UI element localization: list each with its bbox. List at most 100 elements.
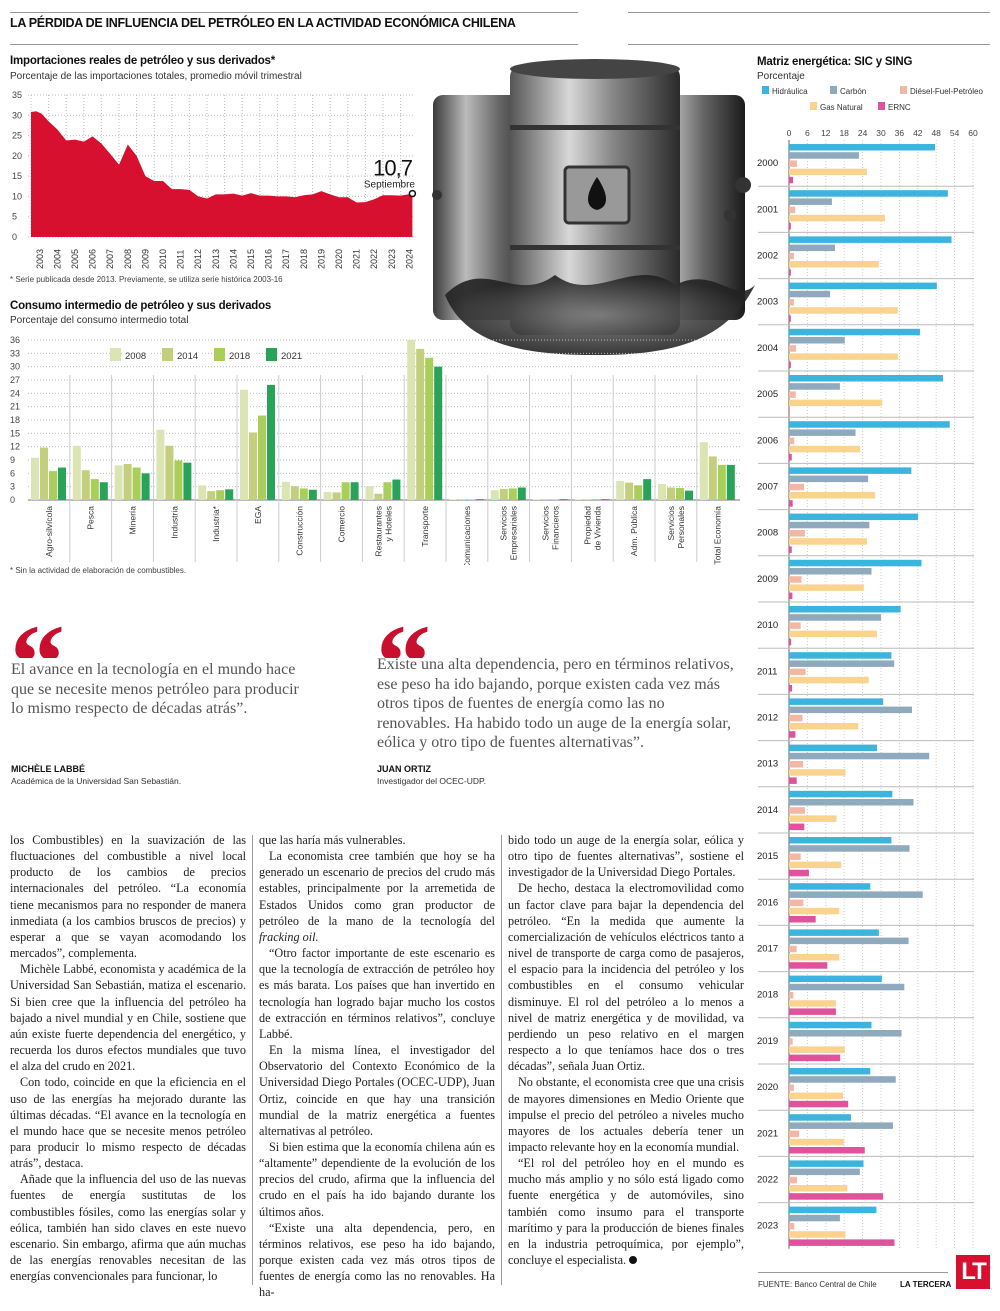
- category-label: Minería: [128, 506, 138, 535]
- oil-barrels-illustration: [432, 59, 755, 355]
- year-label: 2009: [757, 574, 778, 585]
- y-tick-label: 9: [10, 455, 15, 465]
- paragraph: De hecho, destaca la electromovilidad co…: [508, 881, 744, 1074]
- bar-ERNC: [789, 546, 792, 553]
- bar-Hidráulica: [789, 1114, 851, 1121]
- bar-Carbón: [789, 799, 914, 806]
- category-label: de Vivienda: [592, 506, 602, 551]
- legend-swatch: [762, 86, 769, 94]
- bar-Gas Natural: [789, 815, 837, 822]
- bar-Carbón: [789, 1214, 840, 1222]
- bar-Gas Natural: [789, 538, 867, 545]
- bar-Hidráulica: [789, 1021, 872, 1029]
- bar-Diésel-Fuel-Petróleo: [789, 992, 794, 999]
- bar-Carbón: [789, 845, 910, 852]
- bar-Diésel-Fuel-Petróleo: [789, 530, 805, 537]
- x-tick-label: 60: [968, 128, 978, 138]
- paragraph: Si bien estima que la economía chilena a…: [259, 1139, 495, 1219]
- bar-Hidráulica: [789, 744, 878, 752]
- legend-label: 2014: [177, 351, 198, 362]
- category-label: Total Economía: [713, 506, 723, 565]
- bar-Gas Natural: [789, 861, 842, 869]
- x-tick-label: 2012: [193, 249, 203, 269]
- bar-ERNC: [789, 454, 792, 461]
- bar-ERNC: [789, 269, 791, 276]
- bar-2008: [240, 389, 248, 500]
- y-tick-label: 24: [10, 388, 20, 398]
- y-tick-label: 12: [10, 442, 20, 452]
- bar-2021: [476, 499, 484, 500]
- bar-ERNC: [789, 592, 793, 600]
- bar-Carbón: [789, 290, 831, 298]
- x-tick-label: 2023: [387, 249, 397, 269]
- bar-2014: [667, 487, 675, 500]
- year-label: 2000: [757, 158, 778, 169]
- x-tick-label: 2003: [35, 249, 45, 269]
- bar-2014: [207, 491, 216, 500]
- category-label: y Hoteles: [383, 506, 393, 541]
- x-tick-label: 2016: [264, 249, 274, 269]
- bar-Diésel-Fuel-Petróleo: [789, 576, 802, 583]
- bar-Hidráulica: [789, 144, 935, 151]
- bar-2008: [323, 492, 332, 500]
- bar-Hidráulica: [789, 513, 919, 521]
- bar-Diésel-Fuel-Petróleo: [789, 1084, 794, 1091]
- paragraph: “Existe una alta dependencia, pero, en t…: [259, 1220, 495, 1300]
- bar-2014: [81, 470, 90, 500]
- quote-ortiz-role: Investigador del OCEC-UDP.: [377, 776, 486, 786]
- legend-swatch: [900, 86, 907, 94]
- category-label: Agro-silvícola: [44, 506, 54, 557]
- x-tick-label: 6: [805, 128, 810, 138]
- bar-Hidráulica: [789, 375, 943, 382]
- bar-ERNC: [789, 176, 793, 184]
- bar-2021: [643, 479, 652, 500]
- y-tick-label: 20: [12, 151, 22, 161]
- bar-Hidráulica: [789, 790, 893, 798]
- bar-Diésel-Fuel-Petróleo: [789, 714, 803, 722]
- category-label: Servicios: [666, 506, 676, 540]
- bar-Carbón: [789, 1122, 893, 1129]
- bar-2018: [508, 488, 517, 500]
- quote-mark-icon: “: [376, 608, 431, 658]
- bar-ERNC: [789, 962, 828, 969]
- legend-label: Hidráulica: [772, 87, 808, 96]
- article-column-1: los Combustibles) en la suavización de l…: [10, 832, 246, 1284]
- bar-2014: [249, 432, 257, 500]
- bar-Gas Natural: [789, 353, 898, 360]
- quote-labbe: El avance en la tecnología en el mundo h…: [11, 661, 299, 717]
- quote-ortiz: Existe una alta dependencia, pero en tér…: [377, 656, 734, 751]
- brand-name: LA TERCERA: [900, 1280, 952, 1289]
- year-label: 2012: [757, 713, 778, 724]
- bar-Hidráulica: [789, 1160, 864, 1167]
- bar-2014: [290, 486, 299, 500]
- headline-rule: [10, 44, 578, 45]
- x-tick-label: 2006: [88, 249, 98, 269]
- bar-Hidráulica: [789, 236, 952, 243]
- bar-2018: [90, 479, 99, 500]
- bar-2018: [132, 467, 141, 500]
- bar-ERNC: [789, 407, 790, 415]
- year-label: 2001: [757, 204, 778, 215]
- bar-Gas Natural: [789, 1185, 848, 1192]
- bar-ERNC: [789, 223, 791, 230]
- legend-swatch: [810, 102, 817, 110]
- source-note: FUENTE: Banco Central de Chile: [758, 1280, 877, 1289]
- footer-rule: [758, 1272, 948, 1273]
- x-tick-label: 2017: [281, 249, 291, 269]
- bar-Gas Natural: [789, 584, 864, 591]
- y-tick-label: 33: [10, 348, 20, 358]
- x-tick-label: 54: [950, 128, 960, 138]
- category-label: Personales: [676, 506, 686, 549]
- bar-Hidráulica: [789, 190, 948, 197]
- bar-2018: [383, 482, 392, 500]
- bar-2018: [341, 482, 350, 500]
- legend-bg: [226, 347, 254, 362]
- bar-Carbón: [789, 152, 859, 159]
- bar-2018: [258, 415, 266, 500]
- bar-Diésel-Fuel-Petróleo: [789, 622, 801, 629]
- bar-Carbón: [789, 1168, 860, 1176]
- bar-Diésel-Fuel-Petróleo: [789, 160, 797, 167]
- bar-2014: [165, 445, 174, 500]
- bar-Carbón: [789, 429, 856, 436]
- bar-2021: [434, 366, 443, 500]
